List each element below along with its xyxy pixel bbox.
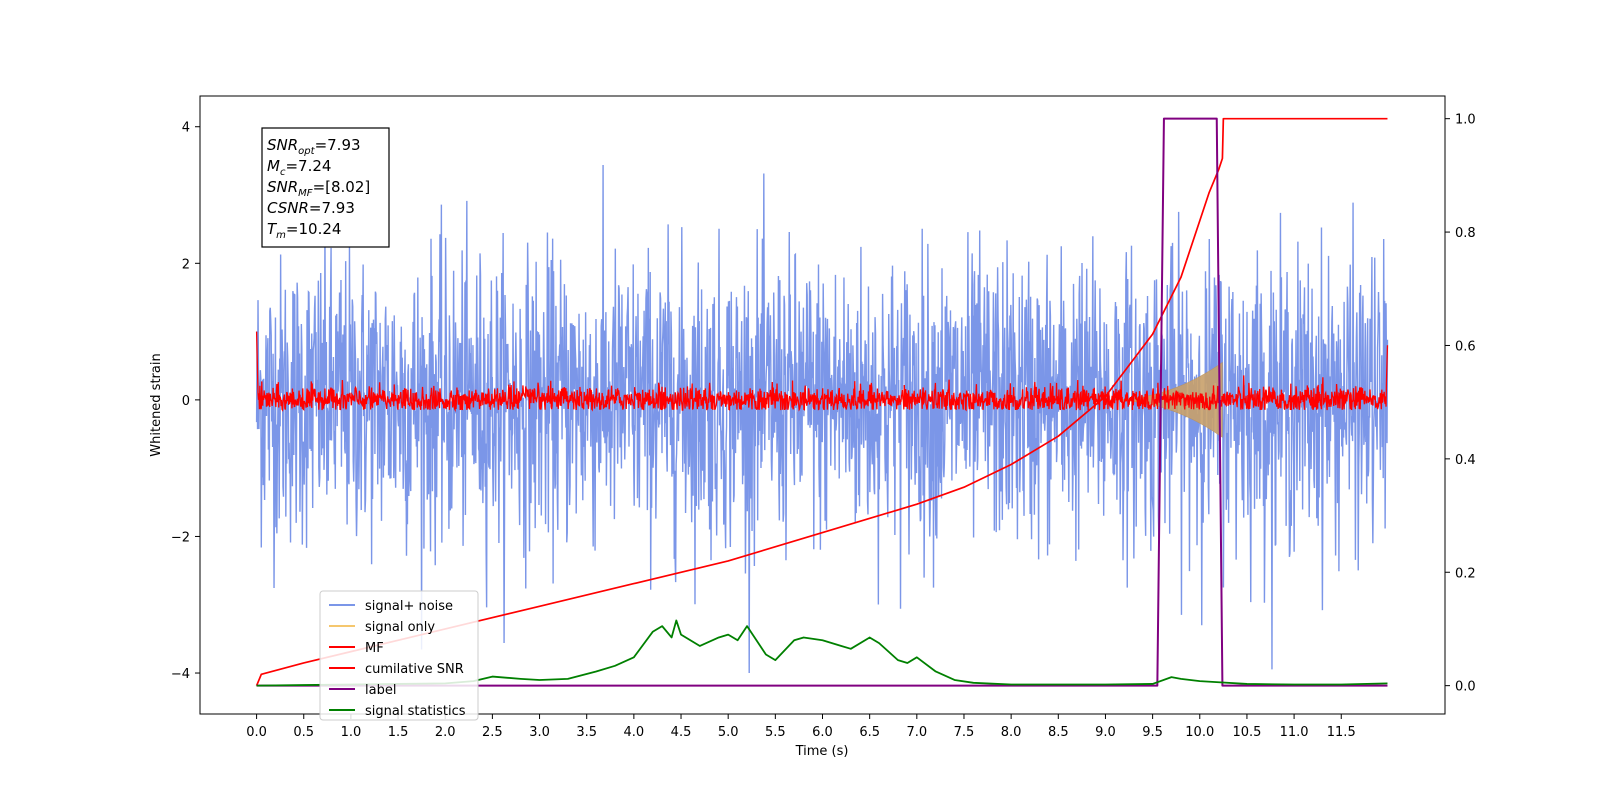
y-axis-label: Whitened strain xyxy=(149,353,164,456)
x-tick-label: 7.0 xyxy=(906,725,927,740)
legend-entry-label: cumilative SNR xyxy=(365,662,464,677)
x-tick-label: 0.5 xyxy=(293,725,314,740)
x-tick-label: 5.5 xyxy=(765,725,786,740)
annotation-symbol: SNR xyxy=(267,178,298,196)
x-tick-label: 0.0 xyxy=(246,725,267,740)
annotation-value: =7.93 xyxy=(309,199,355,217)
x-tick-label: 9.0 xyxy=(1095,725,1116,740)
x-tick-label: 4.0 xyxy=(624,725,645,740)
x-tick-label: 9.5 xyxy=(1142,725,1163,740)
x-tick-label: 10.5 xyxy=(1232,725,1261,740)
x-tick-label: 1.5 xyxy=(388,725,409,740)
annotation-box: SNRopt=7.93Mc=7.24SNRMF=[8.02]CSNR=7.93T… xyxy=(261,127,390,248)
annotation-line: Mc=7.24 xyxy=(267,157,331,178)
x-axis-label: Time (s) xyxy=(795,744,849,759)
y2-tick-label: 0.6 xyxy=(1455,339,1476,354)
legend-entry-label: signal only xyxy=(365,620,435,635)
x-tick-label: 2.0 xyxy=(435,725,456,740)
annotation-subscript: m xyxy=(276,230,286,241)
y2-tick-label: 0.8 xyxy=(1455,226,1476,241)
annotation-symbol: SNR xyxy=(267,136,298,154)
x-tick-label: 3.5 xyxy=(576,725,597,740)
series-mf xyxy=(255,331,1389,413)
y-tick-label: 4 xyxy=(182,121,190,136)
y2-tick-label: 1.0 xyxy=(1455,113,1476,128)
annotation-symbol: T xyxy=(267,220,278,238)
y2-tick-label: 0.0 xyxy=(1455,680,1476,695)
y-axis-right: 1.0 0.8 0.6 0.4 0.2 0.0 xyxy=(1445,113,1476,695)
x-tick-label: 8.5 xyxy=(1048,725,1069,740)
x-tick-label: 3.0 xyxy=(529,725,550,740)
annotation-subscript: MF xyxy=(298,188,313,199)
x-tick-label: 4.5 xyxy=(671,725,692,740)
annotation-symbol: M xyxy=(267,157,280,175)
x-tick-label: 5.0 xyxy=(718,725,739,740)
annotation-symbol: CSNR xyxy=(267,199,309,217)
x-tick-label: 1.0 xyxy=(341,725,362,740)
y-tick-label: 0 xyxy=(182,394,190,409)
legend-entry-label: MF xyxy=(365,641,384,656)
y-tick-label: −4 xyxy=(171,667,190,682)
legend-entry-label: signal+ noise xyxy=(365,599,453,614)
series-label xyxy=(256,117,1388,687)
x-axis: 0.0 0.5 1.0 1.5 2.0 2.5 3.0 3.5 4.0 4.5 5.0 5.5 6.0 6… xyxy=(246,714,1356,740)
legend-frame xyxy=(319,590,479,721)
annotation-frame xyxy=(261,127,390,248)
series-signal-statistics xyxy=(256,619,1388,687)
annotation-subscript: opt xyxy=(298,146,315,157)
x-tick-label: 7.5 xyxy=(954,725,975,740)
legend: signal+ noise signal only MF cumilative SNR… xyxy=(319,590,479,721)
annotation-value: =7.24 xyxy=(285,157,331,175)
annotation-subscript: c xyxy=(280,167,286,178)
annotation-value: =[8.02] xyxy=(313,178,371,196)
y-axis-left: 4 2 0 −2 −4 xyxy=(171,121,200,682)
y2-tick-label: 0.4 xyxy=(1455,453,1476,468)
x-tick-label: 6.5 xyxy=(859,725,880,740)
legend-entry-label: label xyxy=(365,683,396,698)
y-tick-label: 2 xyxy=(182,257,190,272)
annotation-value: =10.24 xyxy=(286,220,342,238)
x-tick-label: 2.5 xyxy=(482,725,503,740)
annotation-value: =7.93 xyxy=(315,136,361,154)
legend-entry-label: signal statistics xyxy=(365,704,466,719)
annotation-line: SNRMF=[8.02] xyxy=(267,178,370,199)
annotation-line: SNRopt=7.93 xyxy=(267,136,361,157)
x-tick-label: 11.5 xyxy=(1327,725,1356,740)
annotation-line: Tm=10.24 xyxy=(267,220,341,241)
x-tick-label: 10.0 xyxy=(1185,725,1214,740)
x-tick-label: 6.0 xyxy=(812,725,833,740)
x-tick-label: 8.0 xyxy=(1001,725,1022,740)
x-tick-label: 11.0 xyxy=(1280,725,1309,740)
annotation-line: CSNR=7.93 xyxy=(267,199,355,217)
y-tick-label: −2 xyxy=(171,530,190,545)
y2-tick-label: 0.2 xyxy=(1455,566,1476,581)
